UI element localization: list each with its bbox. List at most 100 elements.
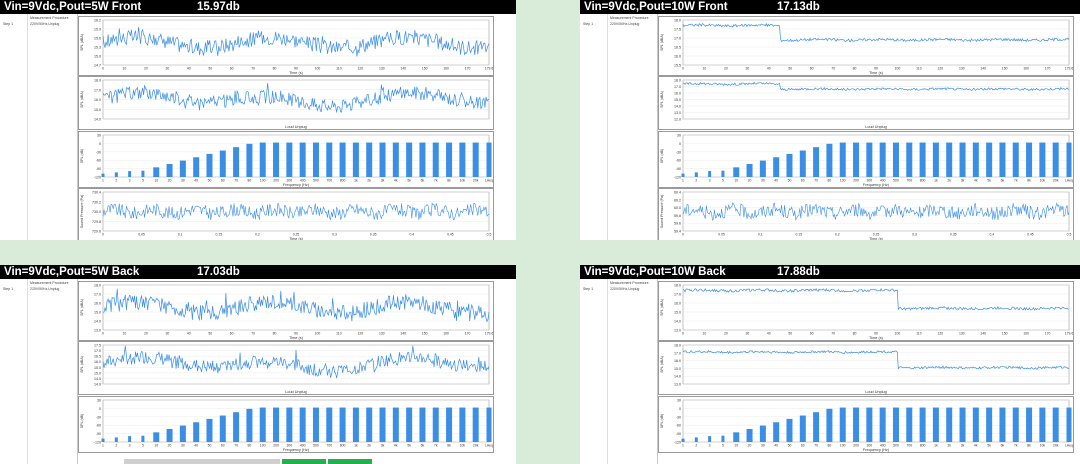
p3-spectrum-ytick-label: 30 bbox=[97, 399, 101, 403]
p2-loud-ytick-label: 15.0 bbox=[674, 98, 681, 102]
p1-spectrum-bar bbox=[446, 142, 453, 177]
p3-loud-ytick-label: 15.5 bbox=[94, 366, 101, 370]
p1-spectrum-bar bbox=[366, 142, 373, 177]
p3-spectrum-xtick-label: 60 bbox=[221, 444, 225, 448]
p3-time-chart: 18.0 17.0 16.0 15.0 14.0 13.0 0 10 20 30 40 50 60 70 8… bbox=[78, 281, 494, 341]
p2-time-xtick-label: 20 bbox=[724, 67, 728, 71]
p1-spectrum-bar bbox=[219, 150, 226, 177]
p3-spectrum-xtick-label: 10k bbox=[460, 444, 466, 448]
p2-wave-ylabel: Sound Pressure (Pa) bbox=[660, 195, 664, 229]
sidebar-divider bbox=[27, 279, 28, 464]
p2-spectrum-ytick-label: 30 bbox=[677, 134, 681, 138]
p1-spectrum-bar bbox=[432, 142, 439, 177]
p3-spectrum-ylabel: SPL (dB) bbox=[80, 414, 84, 428]
p2-spectrum-bar bbox=[799, 150, 806, 177]
sheet-tab-2[interactable] bbox=[328, 459, 372, 464]
p4-spectrum-xtick-label: 2 bbox=[695, 444, 697, 448]
p1-time-xtick-label: 100 bbox=[315, 67, 321, 71]
p1-spectrum-bar bbox=[193, 157, 200, 177]
p3-loud-ytick-label: 14.0 bbox=[94, 383, 101, 387]
p1-spectrum-bar bbox=[273, 142, 280, 177]
p4-spectrum-bar bbox=[932, 407, 939, 442]
p1-time-ytick-label: 14.7 bbox=[94, 64, 101, 68]
step-label[interactable]: Step 1 bbox=[3, 22, 14, 26]
p4-spectrum-xtick-label: 50 bbox=[788, 444, 792, 448]
p4-time-xtick-label: 140 bbox=[980, 332, 986, 336]
p2-spectrum-bar bbox=[681, 173, 685, 177]
step-label[interactable]: Step 1 bbox=[583, 22, 594, 26]
p4-spectrum-bar bbox=[879, 407, 886, 442]
p2-spectrum-bar bbox=[919, 142, 926, 177]
p3-spectrum-bar bbox=[486, 407, 492, 442]
p1-time-xtick-label: 150 bbox=[422, 67, 428, 71]
p2-time-series-line bbox=[682, 22, 1070, 43]
p2-spectrum-bar bbox=[906, 142, 913, 177]
p1-time-ytick-label: 15.6 bbox=[94, 37, 101, 41]
p1-spectrum-bar bbox=[286, 142, 293, 177]
p1-spectrum-xtick-label: 5 bbox=[142, 179, 144, 183]
p3-spectrum-bar bbox=[246, 408, 253, 442]
p4-loud-ytick-label: 13.0 bbox=[674, 383, 681, 387]
p4-spectrum-bar bbox=[1052, 407, 1059, 442]
p4-spectrum-bar bbox=[986, 407, 993, 442]
p4-spectrum-xtick-label: 200 bbox=[853, 444, 859, 448]
step-label[interactable]: Step 1 bbox=[3, 287, 14, 291]
sheet-tab-1[interactable] bbox=[282, 459, 326, 464]
p4-spectrum-bar bbox=[1039, 407, 1046, 442]
result-db-label: 17.88db bbox=[777, 266, 820, 278]
p4-spectrum-xtick-label: 60 bbox=[801, 444, 805, 448]
p2-spectrum-bar bbox=[959, 142, 966, 177]
p1-time-ytick-label: 15.0 bbox=[94, 55, 101, 59]
p4-time-xlabel: Time (s) bbox=[869, 336, 884, 340]
p2-loud-svg: 18.0 17.0 16.0 15.0 14.0 13.0 12.0 Loud Unplug S… bbox=[660, 79, 1070, 129]
p1-spectrum-plot-area bbox=[102, 134, 490, 178]
sheet-scrollbar[interactable] bbox=[124, 459, 280, 464]
panel-title-bar: Vin=9Vdc,Pout=10W Front 17.13db bbox=[580, 0, 1080, 14]
p4-time-xtick-label: 50 bbox=[788, 332, 792, 336]
p1-spectrum-xtick-label: 8k bbox=[447, 179, 451, 183]
p1-spectrum-bar bbox=[179, 160, 186, 177]
procedure-title: Measurement Procedure bbox=[610, 16, 649, 20]
p4-spectrum-xtick-label: 10 bbox=[734, 444, 738, 448]
p4-spectrum-bar bbox=[799, 415, 806, 442]
p2-spectrum-xtick-label: 50 bbox=[788, 179, 792, 183]
p2-spectrum-xtick-label: 700 bbox=[906, 179, 912, 183]
p2-loud-ytick-label: 18.0 bbox=[674, 79, 681, 83]
p1-spectrum-bar bbox=[153, 167, 160, 177]
p2-spectrum-xtick-label: 800 bbox=[920, 179, 926, 183]
p3-spectrum-bar bbox=[299, 407, 306, 442]
p2-time-xtick-label: 110 bbox=[916, 67, 922, 71]
procedure-condition: 220V/50Hz,Unplug bbox=[30, 22, 60, 26]
p1-spectrum-bar bbox=[486, 142, 492, 177]
p2-spectrum-plot-area bbox=[682, 134, 1070, 178]
p3-spectrum-ytick-label: -30 bbox=[96, 415, 101, 419]
p1-spectrum-xtick-label: 500 bbox=[313, 179, 319, 183]
p2-wave-series-line bbox=[682, 202, 1070, 222]
p2-wave-xlabel: Time (s) bbox=[869, 237, 884, 240]
p1-spectrum-xtick-label: 1 bbox=[102, 179, 104, 183]
p3-time-series-line bbox=[102, 288, 490, 323]
p1-wave-chart: 730.4 730.2 730.0 729.8 729.6 0 0.05 0.1 0.15 0.2… bbox=[78, 188, 494, 240]
p2-spectrum-bar bbox=[879, 142, 886, 177]
p1-time-xtick-label: 170 bbox=[465, 67, 471, 71]
p1-spectrum-bar bbox=[379, 142, 386, 177]
p2-spectrum-bar bbox=[1012, 142, 1019, 177]
p3-time-xtick-label: 110 bbox=[336, 332, 342, 336]
p2-spectrum-ytick-label: -90 bbox=[676, 167, 681, 171]
p3-loud-ytick-label: 17.5 bbox=[94, 344, 101, 348]
p4-loud-ytick-label: 14.0 bbox=[674, 375, 681, 379]
step-label[interactable]: Step 1 bbox=[583, 287, 594, 291]
p2-spectrum-xtick-label: 100 bbox=[840, 179, 846, 183]
p2-time-xtick-label: 150 bbox=[1002, 67, 1008, 71]
p2-spectrum-xtick-label: 3k bbox=[961, 179, 965, 183]
p1-spectrum-ytick-label: -120 bbox=[94, 176, 101, 180]
p3-spectrum-bar bbox=[101, 438, 105, 442]
p1-spectrum-xtick-label: 1k bbox=[354, 179, 358, 183]
p2-wave-xtick-label: 0.2 bbox=[835, 233, 840, 237]
p2-spectrum-ytick-label: 0 bbox=[679, 142, 681, 146]
p3-spectrum-bar bbox=[166, 428, 173, 442]
p2-time-chart: 18.0 17.5 17.0 16.5 16.0 15.5 0 10 20 30 40 50 60 70 8… bbox=[658, 16, 1074, 76]
p4-spectrum-xtick-label: 30 bbox=[761, 444, 765, 448]
p4-spectrum-xtick-label: 4k bbox=[974, 444, 978, 448]
